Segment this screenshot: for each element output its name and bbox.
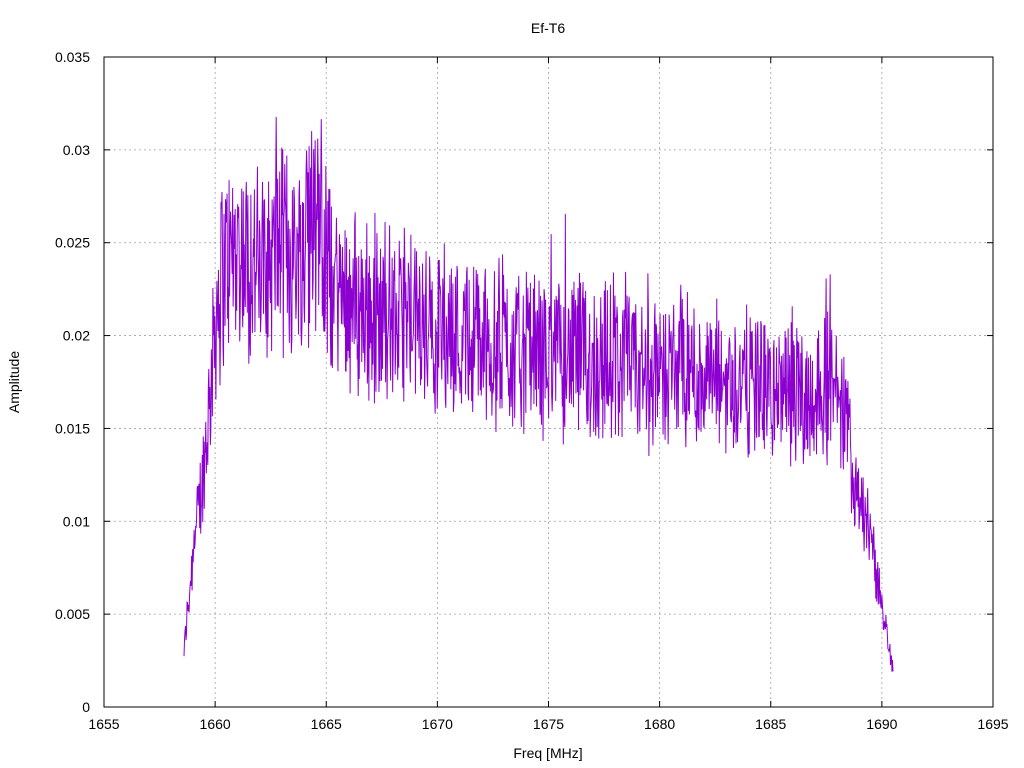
chart-title: Ef-T6 (531, 20, 565, 36)
x-tick-label: 1665 (311, 716, 342, 732)
y-tick-label: 0.02 (63, 328, 90, 344)
y-tick-label: 0.01 (63, 513, 90, 529)
y-tick-label: 0.035 (55, 49, 90, 65)
x-tick-label: 1685 (755, 716, 786, 732)
y-tick-label: 0.005 (55, 606, 90, 622)
y-tick-label: 0.025 (55, 235, 90, 251)
y-axis-label: Amplitude (6, 351, 22, 413)
x-tick-label: 1675 (533, 716, 564, 732)
x-tick-label: 1690 (866, 716, 897, 732)
x-tick-label: 1680 (644, 716, 675, 732)
y-tick-labels: 0 0.005 0.01 0.015 0.02 0.025 0.03 0.035 (55, 49, 90, 715)
series-line (183, 116, 894, 672)
x-tick-label: 1670 (422, 716, 453, 732)
x-tick-label: 1660 (200, 716, 231, 732)
axis-ticks (103, 56, 994, 708)
x-tick-labels: 1655 1660 1665 1670 1675 1680 1685 1690 1695 (88, 716, 1008, 732)
y-tick-label: 0.03 (63, 142, 90, 158)
y-tick-label: 0 (82, 699, 90, 715)
x-tick-label: 1695 (977, 716, 1008, 732)
y-tick-label: 0.015 (55, 420, 90, 436)
x-axis-label: Freq [MHz] (513, 745, 582, 761)
x-tick-label: 1655 (88, 716, 119, 732)
